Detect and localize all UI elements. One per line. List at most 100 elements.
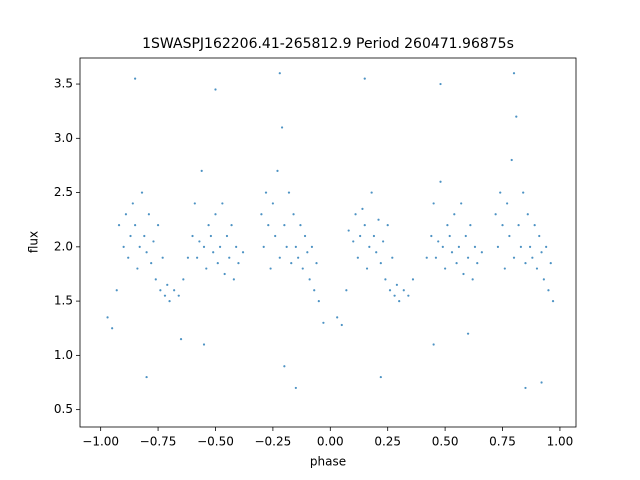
x-tick-label: 0.25 (374, 435, 401, 449)
point (262, 245, 265, 248)
point (278, 256, 281, 259)
point (432, 202, 435, 205)
point (310, 245, 314, 248)
point (290, 262, 293, 265)
point (551, 300, 555, 303)
point (533, 224, 536, 227)
point (453, 213, 456, 216)
point (437, 240, 440, 243)
point (143, 234, 146, 238)
point (221, 202, 224, 205)
point (540, 251, 543, 254)
point (466, 332, 470, 335)
point (476, 262, 479, 265)
x-tick-label: 0.75 (489, 435, 516, 449)
point (375, 251, 378, 254)
point (448, 234, 451, 238)
point (444, 267, 447, 270)
x-tick-label: −1.00 (82, 435, 119, 449)
point (150, 262, 153, 265)
point (336, 316, 339, 319)
point (501, 224, 504, 227)
point (345, 289, 348, 292)
point (182, 278, 185, 281)
point (347, 229, 350, 232)
point (179, 337, 183, 341)
point (134, 224, 137, 227)
point (450, 251, 454, 254)
x-tick-label: −0.50 (197, 435, 234, 449)
point (542, 278, 545, 281)
point (147, 213, 150, 216)
point (122, 245, 125, 248)
point (196, 256, 199, 259)
point (264, 191, 268, 194)
point (235, 245, 238, 248)
point (301, 267, 304, 270)
point (503, 267, 506, 270)
point (117, 224, 121, 227)
point (425, 256, 428, 259)
x-tick-label: −0.75 (140, 435, 177, 449)
point (386, 224, 389, 227)
point (166, 283, 169, 286)
point (131, 202, 134, 205)
point (469, 224, 472, 227)
point (398, 300, 401, 303)
point (549, 262, 552, 265)
plot-frame (79, 57, 577, 428)
point (515, 115, 518, 118)
y-tick-label: 1.0 (54, 348, 73, 362)
point (230, 224, 233, 227)
point (216, 262, 219, 265)
x-tick-label: 0.50 (432, 435, 459, 449)
point (159, 289, 162, 292)
point (212, 251, 215, 254)
point (441, 245, 444, 248)
point (202, 245, 206, 248)
point (111, 327, 114, 330)
point (168, 300, 171, 303)
point (455, 262, 458, 265)
point (480, 251, 483, 254)
point (434, 256, 438, 259)
point (388, 289, 392, 292)
point (439, 180, 442, 183)
point (535, 267, 539, 270)
point (377, 218, 380, 221)
point (363, 77, 366, 80)
point (140, 191, 144, 194)
point (283, 224, 286, 227)
point (365, 267, 369, 270)
point (506, 202, 509, 205)
point (299, 224, 302, 227)
point (402, 289, 405, 292)
point (124, 213, 128, 216)
point (340, 323, 343, 327)
point (269, 267, 272, 270)
point (368, 245, 371, 248)
x-axis-label: phase (310, 455, 346, 469)
point (379, 375, 382, 379)
point (547, 289, 550, 292)
point (531, 256, 534, 259)
point (285, 245, 288, 248)
point (271, 202, 274, 205)
point (519, 245, 522, 248)
y-tick-label: 2.0 (54, 239, 73, 253)
y-tick-label: 1.5 (54, 294, 73, 308)
x-tick-label: −0.25 (254, 435, 291, 449)
point (322, 321, 325, 324)
point (538, 234, 541, 238)
point (457, 245, 460, 248)
y-tick-label: 2.5 (54, 185, 73, 199)
point (129, 234, 132, 238)
point (232, 278, 235, 281)
point (163, 294, 167, 297)
point (276, 169, 279, 172)
point (510, 158, 513, 162)
point (411, 278, 415, 281)
chart-title: 1SWASPJ162206.41-265812.9 Period 260471.… (142, 36, 514, 52)
y-axis-label: flux (27, 231, 41, 253)
point (209, 234, 212, 238)
